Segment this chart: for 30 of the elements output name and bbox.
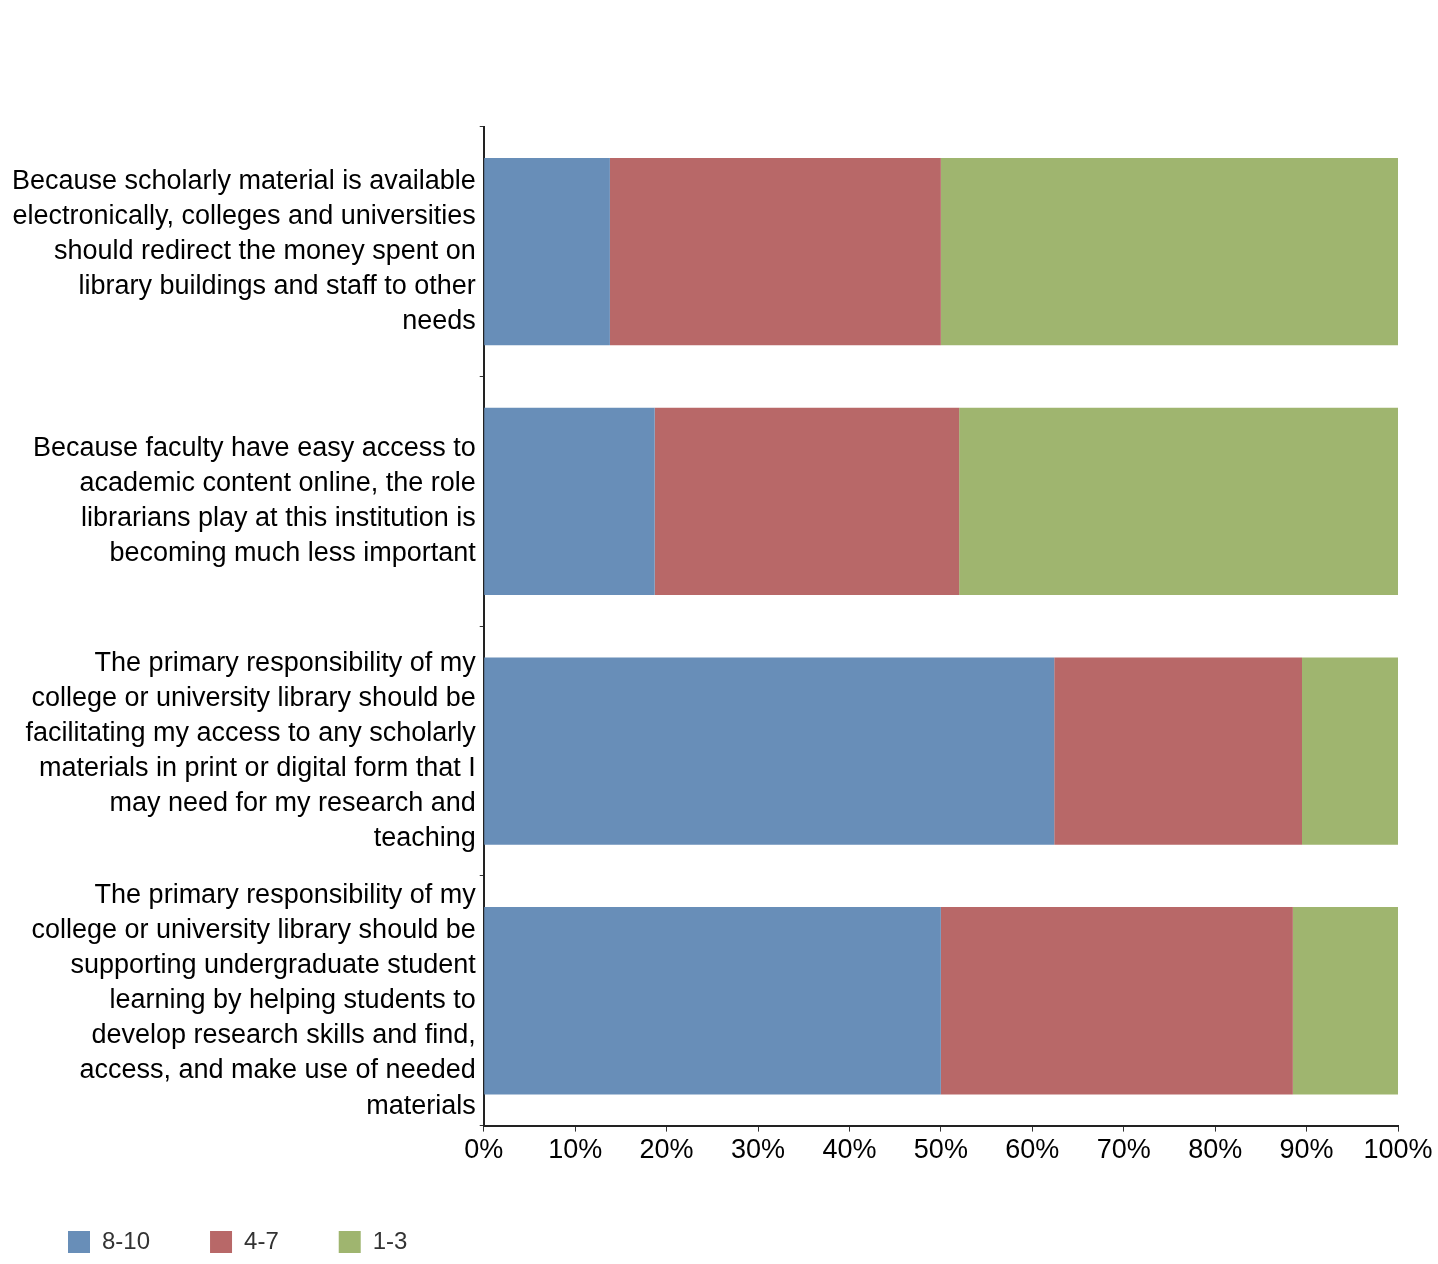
x-tick-label: 90% [1279, 1134, 1334, 1165]
legend-label: 8-10 [102, 1226, 151, 1254]
x-tick-label: 20% [639, 1134, 694, 1165]
x-tick-label: 40% [822, 1134, 877, 1165]
y-tick-label: Because faculty have easy access to academic content online, the role librarians play at this institution is becoming much less important [32, 432, 477, 568]
x-tick-label: 70% [1096, 1134, 1151, 1165]
bar [654, 407, 960, 596]
bar [1054, 657, 1302, 845]
x-tick-label: 80% [1188, 1134, 1243, 1165]
x-tick-label: 60% [1005, 1134, 1060, 1165]
x-tick-label: 100% [1363, 1134, 1433, 1165]
bar [484, 407, 655, 596]
legend-label: 4-7 [244, 1226, 279, 1254]
y-tick-label: The primary responsibility of my college or university library should be facilitating my access to any scholarly materials in print or digital form that I may need for my research and teaching [25, 646, 477, 853]
bar [959, 407, 1398, 596]
bar [609, 158, 941, 346]
x-tick-label: 50% [913, 1134, 968, 1165]
x-tick-label: 30% [730, 1134, 786, 1165]
bar [1292, 907, 1398, 1095]
bar [484, 158, 610, 346]
x-tick-label: 10% [548, 1134, 603, 1165]
bar [484, 907, 941, 1095]
bar [1302, 657, 1398, 845]
bar [484, 657, 1055, 845]
x-tick-label: 0% [464, 1134, 504, 1165]
y-tick-label: The primary responsibility of my college or university library should be supporting undergraduate student learning by helping students to develop research skills and find, access, and make use of needed materials [31, 878, 477, 1120]
bar [940, 158, 1398, 346]
legend-label: 1-3 [372, 1226, 408, 1254]
bar [940, 907, 1293, 1095]
y-tick-label: Because scholarly material is available electronically, colleges and universities should redirect the money spent on library buildings and staff to other needs [11, 164, 476, 336]
